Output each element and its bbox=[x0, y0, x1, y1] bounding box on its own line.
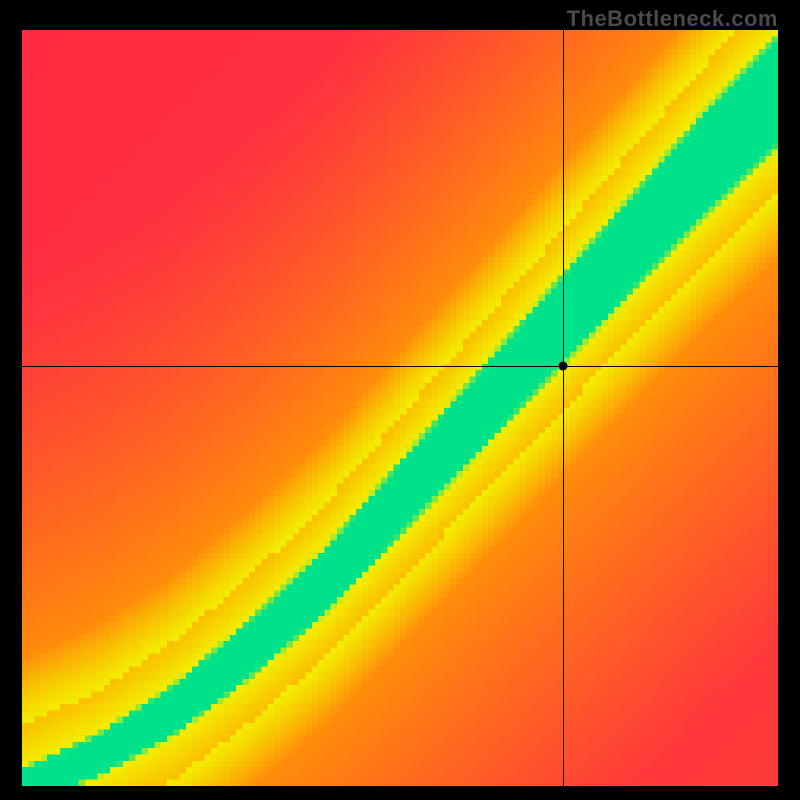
watermark-text: TheBottleneck.com bbox=[567, 6, 778, 32]
heatmap-canvas bbox=[22, 30, 778, 786]
selection-marker bbox=[558, 362, 567, 371]
crosshair-vertical bbox=[563, 30, 564, 786]
crosshair-horizontal bbox=[22, 366, 778, 367]
bottleneck-heatmap bbox=[22, 30, 778, 786]
